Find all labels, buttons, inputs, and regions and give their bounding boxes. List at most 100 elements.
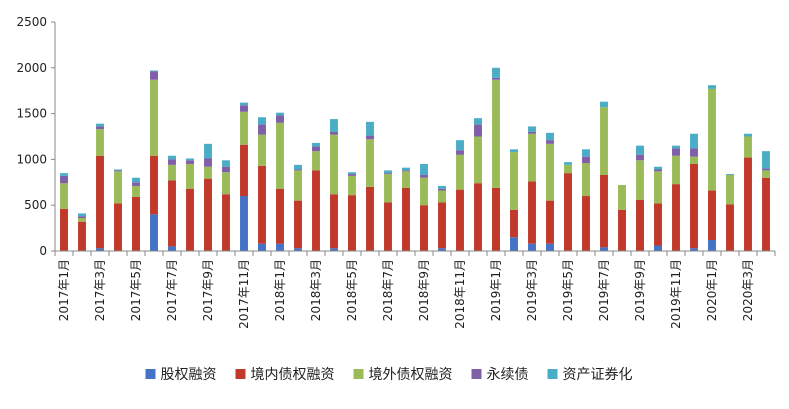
bar-stack (348, 172, 356, 251)
legend-label: 境外债权融资 (369, 367, 453, 383)
bar-segment (312, 170, 320, 251)
bar-segment (492, 187, 500, 251)
bar-segment (654, 171, 662, 204)
bar-segment (708, 240, 716, 251)
bar-stack (564, 162, 572, 251)
x-tick-label: 2018年7月 (381, 259, 395, 321)
bar-segment (420, 177, 428, 206)
bar-segment (168, 164, 176, 181)
bar-segment (690, 148, 698, 157)
bar-segment (294, 169, 302, 171)
bar-segment (384, 174, 392, 203)
bar-segment (762, 151, 770, 169)
y-tick-label: 2500 (16, 15, 47, 29)
bar-stack (312, 142, 320, 251)
bar-stack (132, 177, 140, 251)
x-tick-label: 2017年11月 (237, 259, 251, 329)
bar-segment (60, 173, 68, 176)
bar-segment (546, 143, 554, 201)
legend-label: 资产证券化 (563, 367, 633, 383)
bar-segment (402, 167, 410, 171)
bar-segment (528, 133, 536, 182)
x-tick-label: 2017年1月 (57, 259, 71, 321)
bar-segment (258, 243, 266, 251)
x-tick-label: 2020年3月 (741, 259, 755, 321)
bar-segment (186, 160, 194, 164)
bar-segment (330, 248, 338, 251)
x-tick-label: 2018年11月 (453, 259, 467, 329)
bar-segment (636, 160, 644, 200)
bar-segment (366, 186, 374, 251)
bar-segment (78, 213, 86, 217)
legend-label: 境内债权融资 (251, 367, 335, 383)
bar-segment (132, 196, 140, 251)
bar-segment (438, 248, 446, 251)
bar-segment (636, 145, 644, 155)
bar-segment (600, 174, 608, 248)
bar-segment (240, 105, 248, 112)
bar-segment (690, 156, 698, 164)
x-tick-label: 2019年7月 (597, 259, 611, 321)
bar-segment (762, 177, 770, 251)
bar-stack (546, 132, 554, 251)
bar-segment (744, 136, 752, 158)
bar-segment (420, 163, 428, 175)
bar-stack (528, 126, 536, 251)
bar-segment (708, 85, 716, 89)
x-tick-label: 2020年1月 (705, 259, 719, 321)
bar-segment (276, 112, 284, 116)
x-tick-label: 2018年1月 (273, 259, 287, 321)
bar-segment (582, 196, 590, 251)
bar-segment (330, 131, 338, 135)
x-tick-label: 2019年1月 (489, 259, 503, 321)
bar-segment (708, 190, 716, 241)
bar-segment (348, 174, 356, 176)
bar-segment (672, 155, 680, 185)
bar-segment (366, 139, 374, 187)
bar-segment (438, 202, 446, 249)
bar-segment (348, 172, 356, 175)
bar-segment (564, 162, 572, 165)
legend-swatch (235, 369, 246, 379)
y-tick-label: 0 (39, 244, 47, 258)
bar-segment (150, 70, 158, 72)
bar-segment (744, 157, 752, 251)
bar-segment (474, 136, 482, 184)
bar-segment (510, 152, 518, 210)
bar-segment (546, 200, 554, 244)
bar-segment (222, 194, 230, 251)
bar-segment (456, 140, 464, 151)
bar-segment (654, 169, 662, 172)
bar-stack (96, 123, 104, 251)
bar-segment (402, 171, 410, 188)
bar-segment (528, 243, 536, 251)
bar-stack (222, 160, 230, 251)
bar-stack (276, 112, 284, 251)
bar-segment (114, 169, 122, 171)
bar-segment (150, 155, 158, 215)
bar-segment (402, 170, 410, 172)
bar-stack (420, 163, 428, 251)
bar-segment (726, 174, 734, 175)
bar-segment (258, 117, 266, 125)
bar-segment (312, 151, 320, 171)
bar-segment (276, 243, 284, 251)
bar-stack (204, 143, 212, 251)
bar-segment (690, 248, 698, 251)
bar-segment (240, 111, 248, 145)
bar-segment (258, 124, 266, 135)
bar-stack (492, 67, 500, 251)
bar-segment (654, 166, 662, 170)
bar-segment (600, 247, 608, 251)
bar-segment (204, 143, 212, 159)
x-tick-label: 2017年9月 (201, 259, 215, 321)
bar-segment (150, 79, 158, 156)
bar-segment (204, 158, 212, 167)
bar-segment (348, 195, 356, 251)
bar-segment (240, 102, 248, 106)
bar-stack (654, 166, 662, 251)
bar-segment (78, 221, 86, 251)
bar-stack (726, 174, 734, 251)
x-tick-label: 2017年3月 (93, 259, 107, 321)
y-tick-label: 2000 (16, 61, 47, 75)
